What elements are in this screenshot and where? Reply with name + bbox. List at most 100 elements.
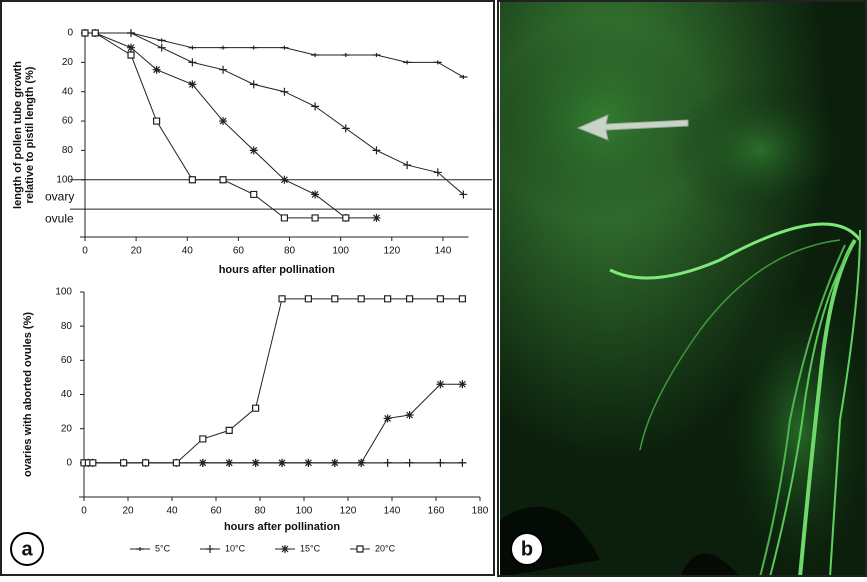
y-tick-label: 80 — [61, 321, 73, 332]
x-tick-label: 20 — [131, 246, 143, 257]
marker — [280, 45, 289, 50]
marker — [357, 458, 366, 467]
marker — [403, 60, 412, 65]
y-tick-label: 100 — [55, 287, 72, 298]
x-tick-label: 20 — [122, 506, 134, 517]
marker — [341, 124, 350, 133]
y-tick-label: 40 — [61, 389, 73, 400]
legend-label: 15°C — [300, 543, 321, 553]
marker — [458, 380, 467, 389]
marker — [81, 29, 89, 37]
x-tick-label: 100 — [332, 246, 349, 257]
marker — [304, 458, 313, 467]
marker — [251, 458, 260, 467]
marker — [280, 175, 289, 184]
marker — [342, 214, 350, 222]
marker — [278, 295, 286, 303]
marker — [372, 146, 381, 155]
marker — [199, 435, 207, 443]
panel-label-a: a — [10, 532, 44, 566]
marker — [458, 458, 467, 467]
marker — [405, 411, 414, 419]
y-tick-label: 40 — [62, 86, 74, 97]
marker — [436, 295, 444, 303]
panel-label: b — [521, 538, 533, 560]
x-tick-label: 0 — [82, 246, 88, 257]
y-tick-label: 100 — [56, 174, 73, 185]
marker — [198, 458, 207, 467]
marker — [127, 51, 135, 59]
marker — [311, 214, 319, 222]
marker — [311, 53, 320, 58]
x-tick-label: 140 — [384, 506, 401, 517]
x-tick-label: 180 — [472, 506, 489, 517]
x-axis-label: hours after pollination — [224, 521, 340, 533]
y-axis-label: length of pollen tube growth — [12, 61, 24, 209]
marker — [250, 190, 258, 199]
marker — [152, 117, 161, 125]
marker — [249, 45, 258, 50]
marker — [249, 146, 258, 155]
marker — [384, 295, 392, 303]
legend-label: 20°C — [375, 543, 396, 553]
y-tick-label: 20 — [62, 57, 74, 68]
legend-label: 10°C — [225, 543, 246, 553]
x-axis-label: hours after pollination — [219, 264, 335, 276]
panel-label-b: b — [510, 532, 544, 566]
marker — [311, 190, 320, 199]
marker — [188, 176, 196, 184]
panel-a-frame — [0, 0, 495, 576]
x-tick-label: 40 — [166, 506, 178, 517]
micrograph — [490, 0, 867, 582]
x-tick-label: 60 — [210, 506, 222, 517]
marker — [311, 102, 320, 111]
y-tick-label: 60 — [61, 355, 73, 366]
marker — [219, 117, 228, 126]
marker — [206, 545, 214, 553]
marker — [127, 29, 136, 37]
marker — [89, 459, 97, 467]
marker — [225, 458, 234, 467]
marker — [433, 168, 442, 177]
marker — [372, 53, 381, 58]
marker — [356, 545, 364, 553]
marker — [459, 190, 468, 199]
series-line — [85, 32, 464, 78]
y-tick-label: ovary — [45, 190, 74, 204]
marker — [219, 65, 228, 74]
marker — [331, 295, 339, 303]
x-tick-label: 120 — [340, 506, 357, 517]
marker — [249, 80, 258, 89]
x-tick-label: 120 — [383, 246, 400, 257]
panel-b-frame — [497, 0, 867, 577]
legend-label: 5°C — [155, 543, 171, 553]
marker — [278, 458, 286, 467]
x-tick-label: 80 — [284, 246, 296, 257]
marker — [120, 459, 128, 467]
marker — [136, 547, 144, 551]
x-tick-label: 100 — [296, 506, 313, 517]
y-tick-label: 0 — [66, 457, 72, 468]
marker — [127, 43, 136, 52]
y-tick-label: 80 — [62, 145, 74, 156]
marker — [142, 459, 150, 467]
panel-label: a — [21, 538, 33, 560]
marker — [372, 213, 381, 222]
marker — [383, 414, 392, 423]
x-tick-label: 160 — [428, 506, 445, 517]
marker — [341, 53, 350, 58]
marker — [225, 426, 233, 434]
series-line — [85, 32, 346, 219]
y-axis-label: ovaries with aborted ovules (%) — [22, 312, 34, 477]
marker — [280, 87, 289, 96]
marker — [91, 29, 99, 37]
x-tick-label: 60 — [233, 246, 245, 257]
x-tick-label: 40 — [182, 246, 194, 257]
x-tick-label: 80 — [254, 506, 266, 517]
x-tick-label: 0 — [81, 506, 87, 517]
marker — [157, 38, 166, 43]
marker — [219, 45, 228, 50]
marker — [304, 295, 312, 303]
marker — [330, 458, 339, 467]
